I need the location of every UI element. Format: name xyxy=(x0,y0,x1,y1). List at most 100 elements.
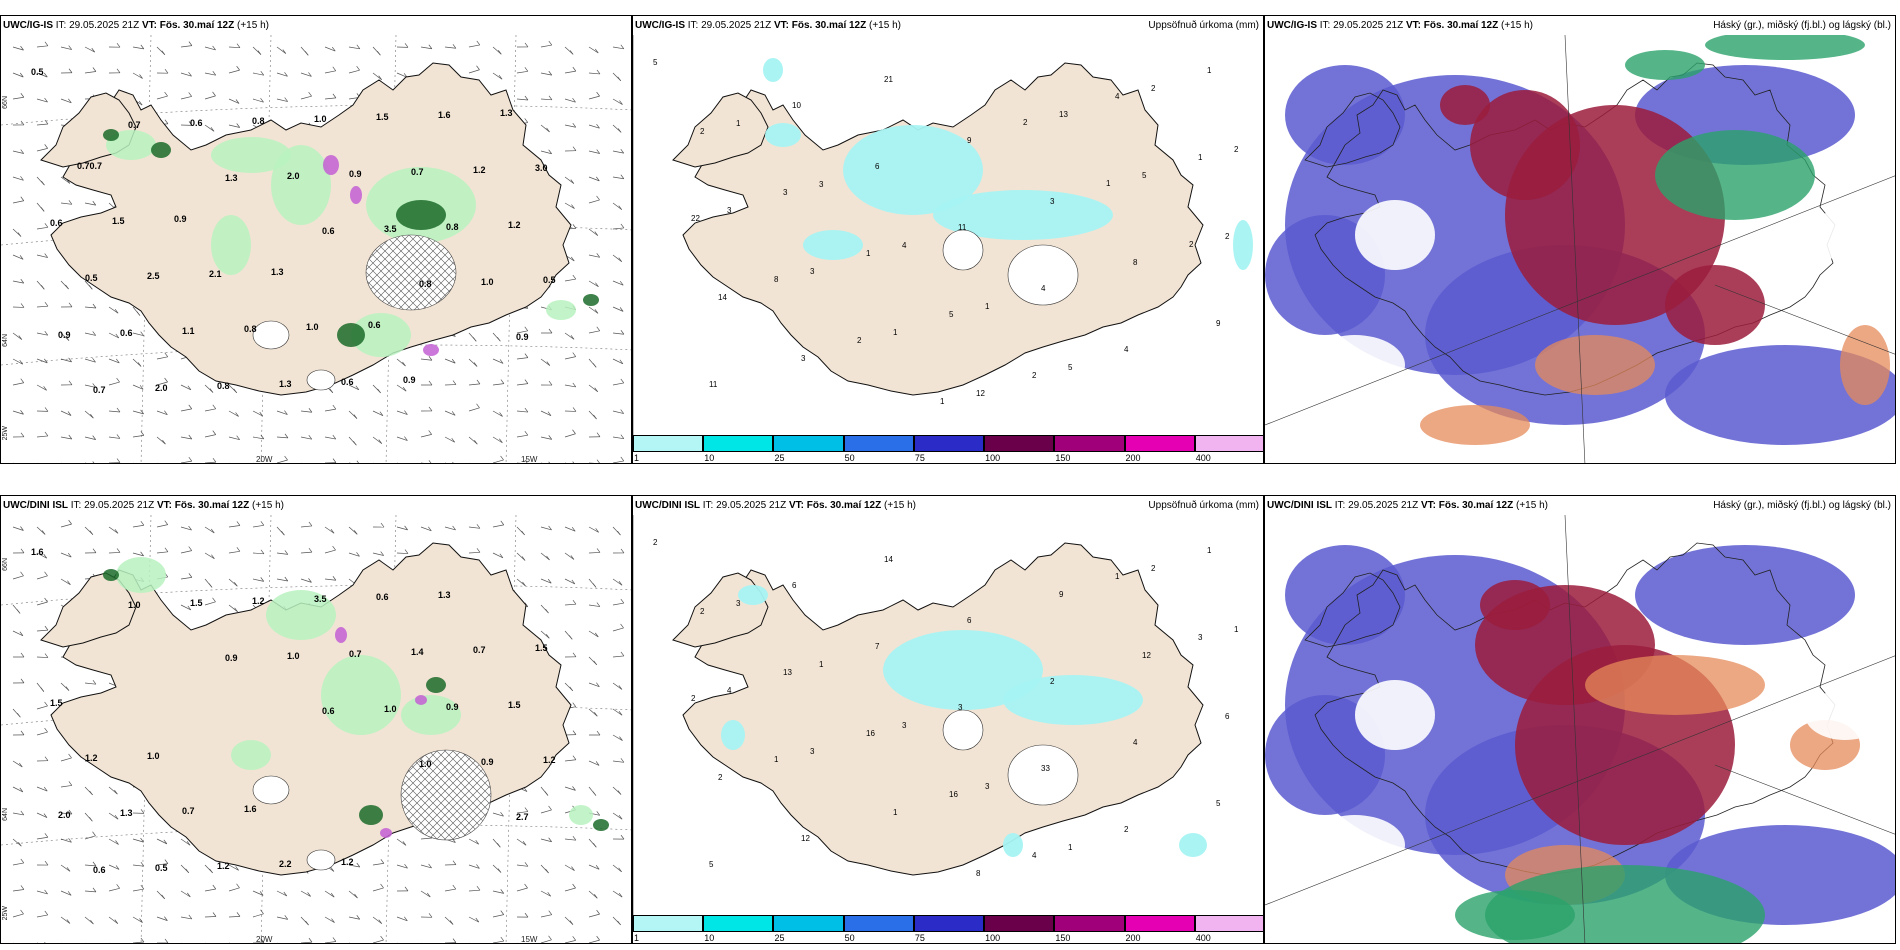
precip-type-value: 0.9 xyxy=(174,214,187,224)
colorbar-swatch xyxy=(1194,435,1263,452)
precip-type-value: 0.9 xyxy=(403,375,416,385)
precip-type-value: 1.3 xyxy=(271,267,284,277)
panel-header: UWC/DINI ISL IT: 29.05.2025 21Z VT: Fös.… xyxy=(1265,496,1895,515)
precip-colorbar: 1 10 25 50 75 100 150 200 400 xyxy=(633,915,1263,943)
it-label: IT: xyxy=(70,500,82,511)
precip-amount-value: 8 xyxy=(1133,258,1138,267)
precip-amount-value: 3 xyxy=(727,206,732,215)
precip-amount-value: 3 xyxy=(1050,197,1055,206)
precip-type-value: 0.9 xyxy=(349,169,362,179)
precip-type-value: 1.2 xyxy=(473,165,486,175)
precip-type-value: 1.3 xyxy=(120,808,133,818)
precip-type-value: 1.6 xyxy=(244,804,257,814)
precip-type-value: 1.3 xyxy=(438,590,451,600)
precip-type-value: 1.0 xyxy=(384,704,397,714)
colorbar-label: 1 xyxy=(634,933,640,943)
model-name: UWC/DINI ISL xyxy=(3,500,68,511)
precip-type-value: 0.6 xyxy=(322,706,335,716)
precip-amount-value: 1 xyxy=(1115,572,1120,581)
it-value: 29.05.2025 21Z xyxy=(69,20,140,31)
lat-tick-64n: 64N xyxy=(2,334,9,347)
vt-value: Fös. 30.maí 12Z xyxy=(791,20,867,31)
colorbar-label: 75 xyxy=(914,933,925,943)
precip-type-value: 0.8 xyxy=(217,381,230,391)
precip-amount-value: 2 xyxy=(1234,145,1239,154)
precip-amount-value: 12 xyxy=(801,834,810,843)
model-name: UWC/DINI ISL xyxy=(635,500,700,511)
panel-header: UWC/IG-IS IT: 29.05.2025 21Z VT: Fös. 30… xyxy=(1,16,631,35)
precip-amount-value: 3 xyxy=(902,721,907,730)
precip-amount-value: 14 xyxy=(718,293,727,302)
precip-type-value: 1.6 xyxy=(438,110,451,120)
precip-type-value: 0.7 xyxy=(473,645,486,655)
precip-amount-value: 33 xyxy=(1041,764,1050,773)
precip-type-value: 0.8 xyxy=(446,222,459,232)
colorbar-label: 100 xyxy=(985,453,1001,463)
precip-type-value: 0.7 xyxy=(182,806,195,816)
colorbar-swatch xyxy=(843,435,914,452)
precip-amount-value: 2 xyxy=(1151,564,1156,573)
colorbar-swatch xyxy=(1054,435,1125,452)
colorbar-swatch xyxy=(984,435,1055,452)
precip-type-value: 0.8 xyxy=(419,279,432,289)
precip-type-value: 1.5 xyxy=(190,598,203,608)
vt-value: Fös. 30.maí 12Z xyxy=(174,500,250,511)
precip-amount-value: 1 xyxy=(1234,625,1239,634)
colorbar-label: 25 xyxy=(774,453,785,463)
precip-title: Uppsöfnuð úrkoma (mm) xyxy=(1148,500,1259,511)
precip-type-value: 1.4 xyxy=(411,647,424,657)
precip-amount-value: 1 xyxy=(1198,153,1203,162)
precip-type-value: 0.8 xyxy=(252,116,265,126)
precip-type-value: 2.2 xyxy=(279,859,292,869)
precip-type-value: 1.2 xyxy=(508,220,521,230)
it-value: 29.05.2025 21Z xyxy=(716,500,787,511)
model-name: UWC/IG-IS xyxy=(3,20,53,31)
precip-type-value: 0.7 xyxy=(128,120,141,130)
model-name: UWC/IG-IS xyxy=(635,20,685,31)
precip-amount-value: 2 xyxy=(857,336,862,345)
colorbar-swatch xyxy=(843,915,914,932)
it-value: 29.05.2025 21Z xyxy=(84,500,155,511)
precip-amount-value: 2 xyxy=(1050,677,1055,686)
lon-tick-20w: 20W xyxy=(256,935,273,944)
precip-type-value: 1.0 xyxy=(128,600,141,610)
precip-amount-value: 8 xyxy=(976,869,981,878)
precip-type-value: 1.5 xyxy=(376,112,389,122)
precip-amount-value: 9 xyxy=(1059,590,1064,599)
precip-amount-value: 12 xyxy=(976,389,985,398)
colorbar-label: 50 xyxy=(844,453,855,463)
colorbar-swatch xyxy=(633,435,704,452)
vt-label: VT: xyxy=(1405,20,1421,31)
wind-precip-panel-dini: UWC/DINI ISL IT: 29.05.2025 21Z VT: Fös.… xyxy=(0,495,632,944)
cloud-title: Háský (gr.), miðský (fj.bl.) og lágský (… xyxy=(1713,500,1891,511)
precip-amount-value: 1 xyxy=(940,397,945,406)
colorbar-swatch xyxy=(984,915,1055,932)
precip-type-value: 1.2 xyxy=(217,861,230,871)
precip-type-value: 1.1 xyxy=(182,326,195,336)
precip-type-value: 0.6 xyxy=(120,328,133,338)
colorbar-label: 75 xyxy=(914,453,925,463)
precip-type-value: 0.7 xyxy=(93,385,106,395)
colorbar-label: 1 xyxy=(634,453,640,463)
wind-precip-panel-ig-is: UWC/IG-IS IT: 29.05.2025 21Z VT: Fös. 30… xyxy=(0,15,632,464)
precip-amount-value: 12 xyxy=(1142,651,1151,660)
cloud-panel-ig-is: UWC/IG-IS IT: 29.05.2025 21Z VT: Fös. 30… xyxy=(1264,15,1896,464)
vt-value: Fös. 30.maí 12Z xyxy=(1438,500,1514,511)
colorbar-swatch xyxy=(1124,435,1195,452)
precip-type-value: 2.0 xyxy=(155,383,168,393)
precip-amount-value: 21 xyxy=(884,75,893,84)
vt-value: Fös. 30.maí 12Z xyxy=(806,500,882,511)
precip-type-value: 1.0 xyxy=(481,277,494,287)
precip-amount-value: 5 xyxy=(1068,363,1073,372)
precip-map: 2313312143189126212146245567333212131616… xyxy=(633,515,1263,917)
lon-tick-15w: 15W xyxy=(521,455,538,464)
precip-amount-value: 1 xyxy=(866,249,871,258)
precip-type-value: 1.2 xyxy=(85,753,98,763)
precip-amount-value: 14 xyxy=(884,555,893,564)
precip-amount-value: 9 xyxy=(1216,319,1221,328)
precip-type-value: 0.6 xyxy=(190,118,203,128)
precip-amount-value: 22 xyxy=(691,214,700,223)
colorbar-label: 200 xyxy=(1125,933,1141,943)
precip-type-value: 0.5 xyxy=(155,863,168,873)
precip-amount-value: 16 xyxy=(866,729,875,738)
